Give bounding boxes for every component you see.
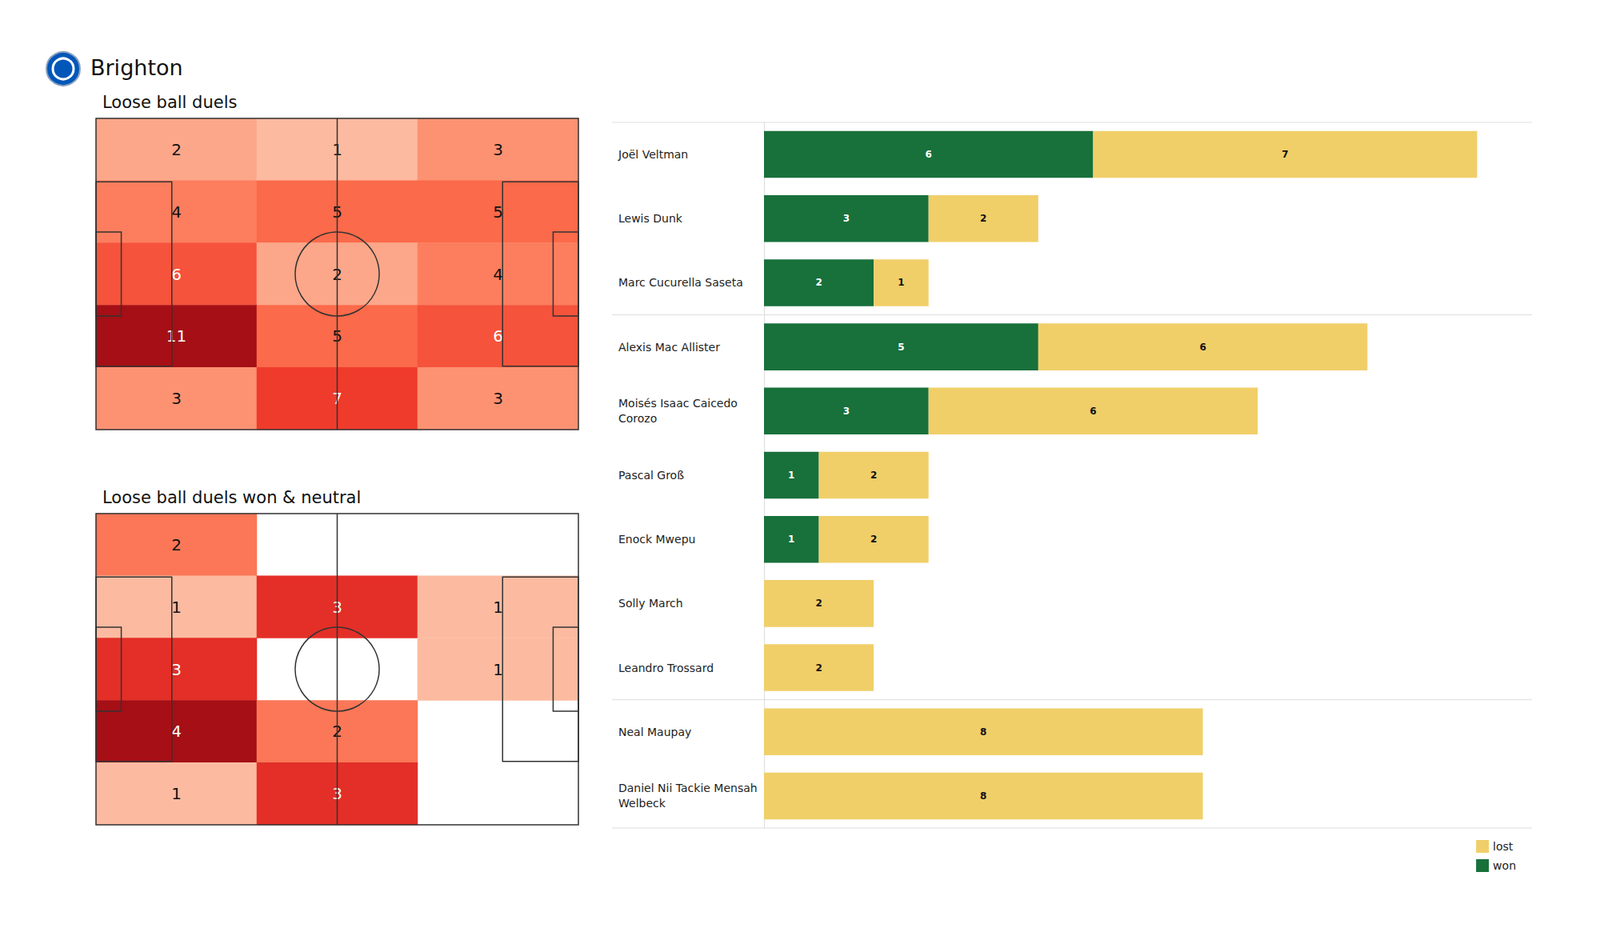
svg-text:2: 2 (870, 533, 877, 545)
svg-text:3: 3 (843, 405, 850, 417)
svg-text:Leandro Trossard: Leandro Trossard (618, 661, 714, 675)
svg-text:2: 2 (815, 597, 822, 609)
svg-text:Lewis Dunk: Lewis Dunk (618, 212, 684, 225)
svg-text:Moisés Isaac Caicedo: Moisés Isaac Caicedo (618, 396, 741, 410)
svg-text:1: 1 (171, 784, 182, 804)
svg-text:7: 7 (332, 388, 343, 409)
svg-text:Loose ball duels: Loose ball duels (102, 92, 237, 112)
svg-text:Marc Cucurella Saseta: Marc Cucurella Saseta (618, 276, 744, 289)
svg-text:Solly March: Solly March (618, 596, 684, 610)
svg-text:4: 4 (171, 721, 182, 741)
svg-text:6: 6 (492, 326, 504, 346)
svg-text:5: 5 (492, 202, 504, 222)
svg-text:6: 6 (1089, 405, 1096, 417)
svg-text:Welbeck: Welbeck (618, 796, 667, 810)
svg-text:5: 5 (897, 341, 904, 353)
svg-text:2: 2 (332, 721, 343, 742)
svg-text:1: 1 (897, 276, 904, 288)
svg-text:won: won (1492, 859, 1516, 872)
svg-text:2: 2 (171, 140, 182, 160)
svg-text:1: 1 (332, 139, 343, 160)
svg-text:Pascal Groß: Pascal Groß (618, 468, 684, 482)
svg-text:2: 2 (815, 662, 822, 674)
svg-text:1: 1 (788, 533, 795, 545)
svg-text:2: 2 (870, 469, 877, 481)
svg-text:8: 8 (980, 726, 987, 738)
svg-text:2: 2 (332, 264, 343, 284)
svg-text:6: 6 (1199, 341, 1206, 353)
svg-text:3: 3 (332, 597, 343, 617)
svg-text:5: 5 (332, 202, 343, 222)
svg-text:3: 3 (492, 388, 504, 408)
svg-text:Daniel Nii Tackie Mensah: Daniel Nii Tackie Mensah (618, 781, 761, 795)
svg-text:3: 3 (332, 784, 343, 804)
svg-text:Enock Mwepu: Enock Mwepu (618, 532, 696, 546)
svg-text:3: 3 (843, 212, 850, 224)
svg-text:Loose ball duels won & neutral: Loose ball duels won & neutral (102, 488, 361, 508)
svg-text:6: 6 (171, 264, 182, 284)
svg-text:1: 1 (171, 597, 182, 617)
svg-text:Brighton: Brighton (90, 55, 184, 80)
svg-text:Corozo: Corozo (618, 412, 657, 425)
svg-text:3: 3 (492, 140, 504, 160)
svg-text:Alexis Mac Allister: Alexis Mac Allister (618, 340, 720, 354)
svg-text:6: 6 (925, 148, 932, 160)
svg-text:3: 3 (171, 388, 182, 408)
svg-text:1: 1 (492, 660, 504, 680)
svg-text:2: 2 (815, 276, 822, 288)
svg-text:4: 4 (492, 264, 504, 284)
svg-text:2: 2 (980, 212, 987, 224)
svg-text:7: 7 (1281, 148, 1288, 160)
svg-text:3: 3 (171, 660, 182, 680)
svg-text:2: 2 (171, 535, 182, 555)
svg-text:5: 5 (332, 326, 343, 346)
svg-text:1: 1 (788, 469, 795, 481)
svg-text:1: 1 (492, 597, 504, 617)
svg-text:lost: lost (1492, 840, 1514, 853)
svg-text:11: 11 (166, 326, 187, 346)
svg-text:Neal Maupay: Neal Maupay (618, 725, 692, 739)
svg-text:Joël Veltman: Joël Veltman (617, 148, 688, 161)
svg-text:4: 4 (171, 202, 182, 222)
svg-text:8: 8 (980, 790, 987, 802)
